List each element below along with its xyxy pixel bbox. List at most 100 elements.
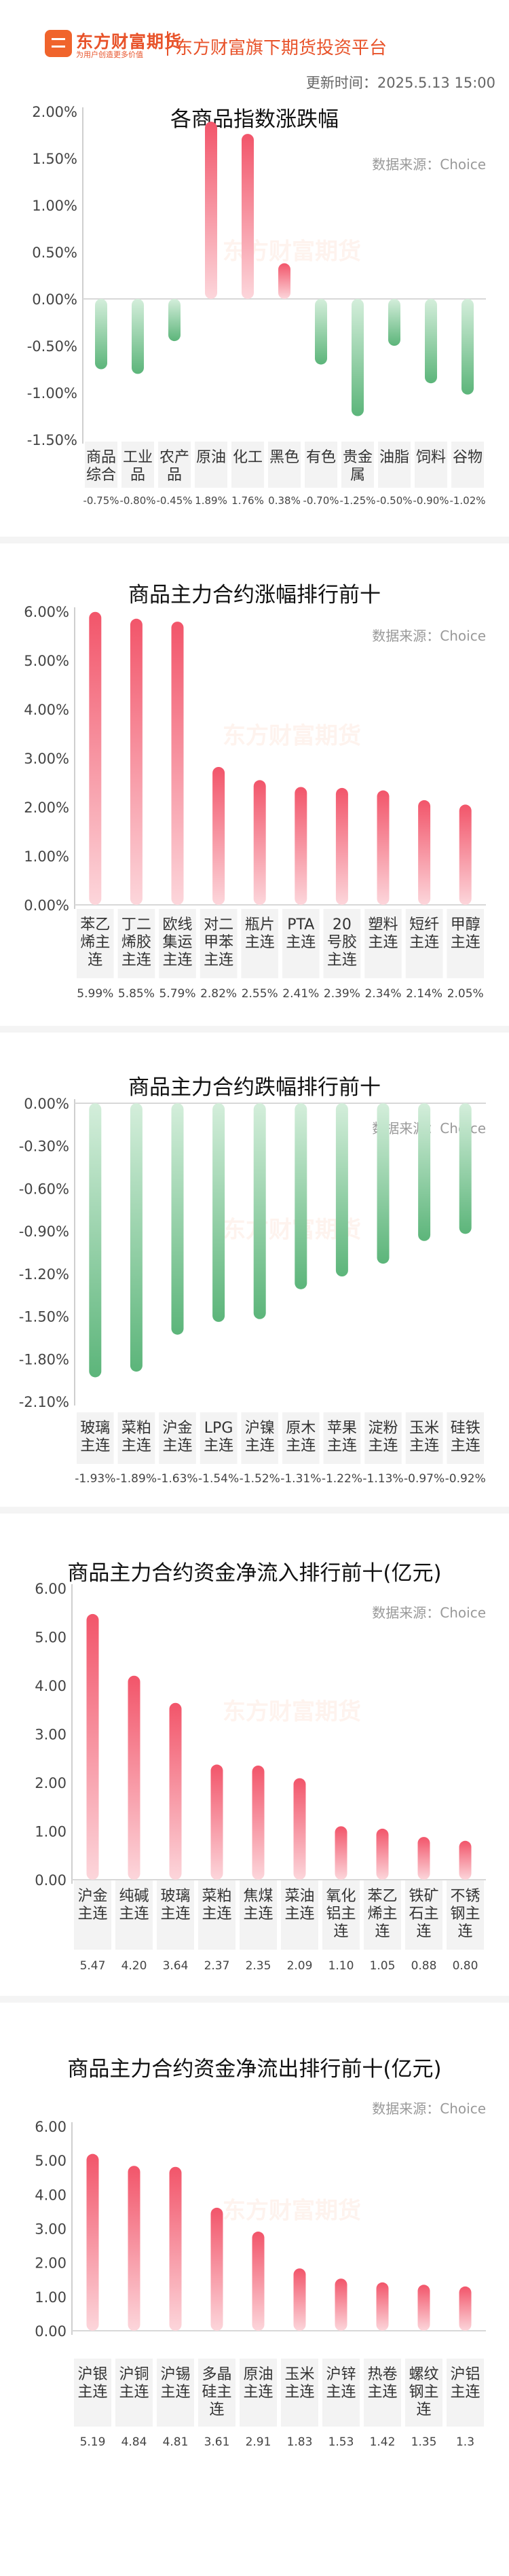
watermark: 东方财富期货 <box>223 1698 361 1725</box>
category-label-bg <box>405 1412 443 1464</box>
value-label: 5.99% <box>77 987 113 1001</box>
bar-3 <box>169 1702 182 1880</box>
y-tick-label: -1.50% <box>27 432 77 448</box>
bar-5 <box>252 2232 265 2331</box>
chart-4: 东方财富期货6.005.004.003.002.001.000.00沪金主连5.… <box>0 1581 509 2003</box>
chart-title: 商品主力合约资金净流出排行前十(亿元) <box>67 2057 442 2081</box>
category-label: 谷物 <box>453 449 483 466</box>
value-label: 0.80 <box>453 1959 478 1973</box>
category-label-bg <box>405 909 443 978</box>
bar-9 <box>417 2285 430 2331</box>
value-label: 2.41% <box>282 987 319 1001</box>
bar-5 <box>252 1765 265 1880</box>
value-label: 1.42 <box>370 2435 396 2449</box>
bar-4 <box>210 1764 223 1880</box>
category-label: 菜油主连 <box>284 1888 314 1922</box>
category-label-bg <box>447 909 484 978</box>
bar-9 <box>388 299 400 346</box>
category-label: 原油 <box>196 449 226 466</box>
category-label: 菜粕主连 <box>121 1420 151 1454</box>
value-label: -0.80% <box>119 495 155 507</box>
bar-3 <box>168 299 181 342</box>
chart-5: 东方财富期货 6.00 5.00 4.00 3.00 2.00 1.00 0.00 沪银主连 5.… <box>35 2119 486 2449</box>
category-label-bg <box>74 1880 111 1950</box>
value-label: -1.89% <box>116 1472 157 1486</box>
category-label: 沪铜主连 <box>119 2366 149 2401</box>
category-label-bg <box>322 2359 360 2427</box>
category-label-bg <box>159 1412 196 1464</box>
value-label: 5.85% <box>118 987 155 1001</box>
bar-6 <box>295 1103 307 1289</box>
category-label: 不锈钢主连 <box>450 1888 480 1940</box>
bar-10 <box>459 2286 472 2331</box>
category-label-bg <box>405 2359 442 2427</box>
category-label-bg <box>117 909 155 978</box>
category-label-bg <box>364 909 402 978</box>
category-label: 淀粉主连 <box>368 1420 398 1454</box>
section-divider <box>0 1507 509 1514</box>
value-label: 3.64 <box>163 1959 189 1973</box>
category-label: 贵金属 <box>343 449 373 484</box>
category-label: 沪银主连 <box>77 2366 107 2401</box>
bar-2 <box>130 618 143 905</box>
y-tick-label: 1.00% <box>24 848 69 865</box>
category-label-bg <box>281 2359 318 2427</box>
value-label: 2.09 <box>287 1959 313 1973</box>
chart-3: 东方财富期货0.00%-0.30%-0.60%-0.90%-1.20%-1.50… <box>0 1096 509 1514</box>
category-label-bg <box>195 442 227 488</box>
category-label-bg <box>364 1880 401 1950</box>
platform-name: 东方财富旗下期货投资平台 <box>175 38 388 58</box>
bar-8 <box>377 790 390 905</box>
category-label: 油脂 <box>379 449 409 466</box>
category-label: 纯碱主连 <box>119 1888 149 1922</box>
category-label-bg <box>117 1412 155 1464</box>
category-label: 对二甲苯主连 <box>204 916 233 969</box>
bar-10 <box>459 804 472 905</box>
bar-1 <box>86 1613 99 1880</box>
category-label: 农产品 <box>159 449 189 484</box>
bar-3 <box>171 622 184 905</box>
category-label-bg <box>323 1412 361 1464</box>
category-label: 沪金主连 <box>162 1420 192 1454</box>
category-label-bg <box>85 442 117 488</box>
update-time: 更新时间：2025.5.13 15:00 <box>305 75 495 91</box>
category-label: 菜粕主连 <box>202 1888 231 1922</box>
category-label-bg <box>115 2359 153 2427</box>
data-source: 数据来源：Choice <box>372 1605 486 1621</box>
chart-title: 各商品指数涨跌幅 <box>170 107 339 132</box>
bar-7 <box>335 787 348 905</box>
brand-slogan: 为用户创造更多价值 <box>76 50 143 59</box>
watermark: 东方财富期货 <box>223 2197 361 2224</box>
category-label-bg <box>159 909 196 978</box>
category-label-bg <box>198 1880 235 1950</box>
category-label: 沪镍主连 <box>245 1420 275 1454</box>
bar-1 <box>95 299 107 370</box>
category-label-bg <box>74 2359 111 2427</box>
y-tick-label: 3.00 <box>35 1727 67 1743</box>
category-label-bg <box>415 442 447 488</box>
category-label-bg <box>305 442 337 488</box>
category-label: 玉米主连 <box>284 2366 314 2401</box>
category-label: 铁矿石主连 <box>409 1888 438 1940</box>
value-label: 2.82% <box>200 987 237 1001</box>
value-label: -0.45% <box>156 495 192 507</box>
chart-2: 东方财富期货6.00%5.00%4.00%3.00%2.00%1.00%0.00… <box>0 604 509 1033</box>
watermark: 东方财富期货 <box>223 238 361 265</box>
category-label: 工业品 <box>123 449 153 484</box>
bar-6 <box>295 787 307 905</box>
category-label: 苹果主连 <box>327 1420 357 1454</box>
category-label-bg <box>157 1880 194 1950</box>
value-label: -1.63% <box>157 1472 197 1486</box>
category-label-bg <box>323 909 361 978</box>
bar-2 <box>130 1103 143 1372</box>
y-tick-label: 0.00% <box>24 897 69 914</box>
category-label-bg <box>121 442 154 488</box>
category-label: 化工 <box>233 449 263 466</box>
category-label-bg <box>451 442 484 488</box>
category-label-bg <box>282 909 320 978</box>
category-label: 原油主连 <box>243 2366 273 2401</box>
data-source: 数据来源：Choice <box>372 1120 486 1137</box>
bar-1 <box>86 2153 99 2331</box>
brand-name: 东方财富期货 <box>76 32 183 52</box>
bar-9 <box>417 1837 430 1880</box>
